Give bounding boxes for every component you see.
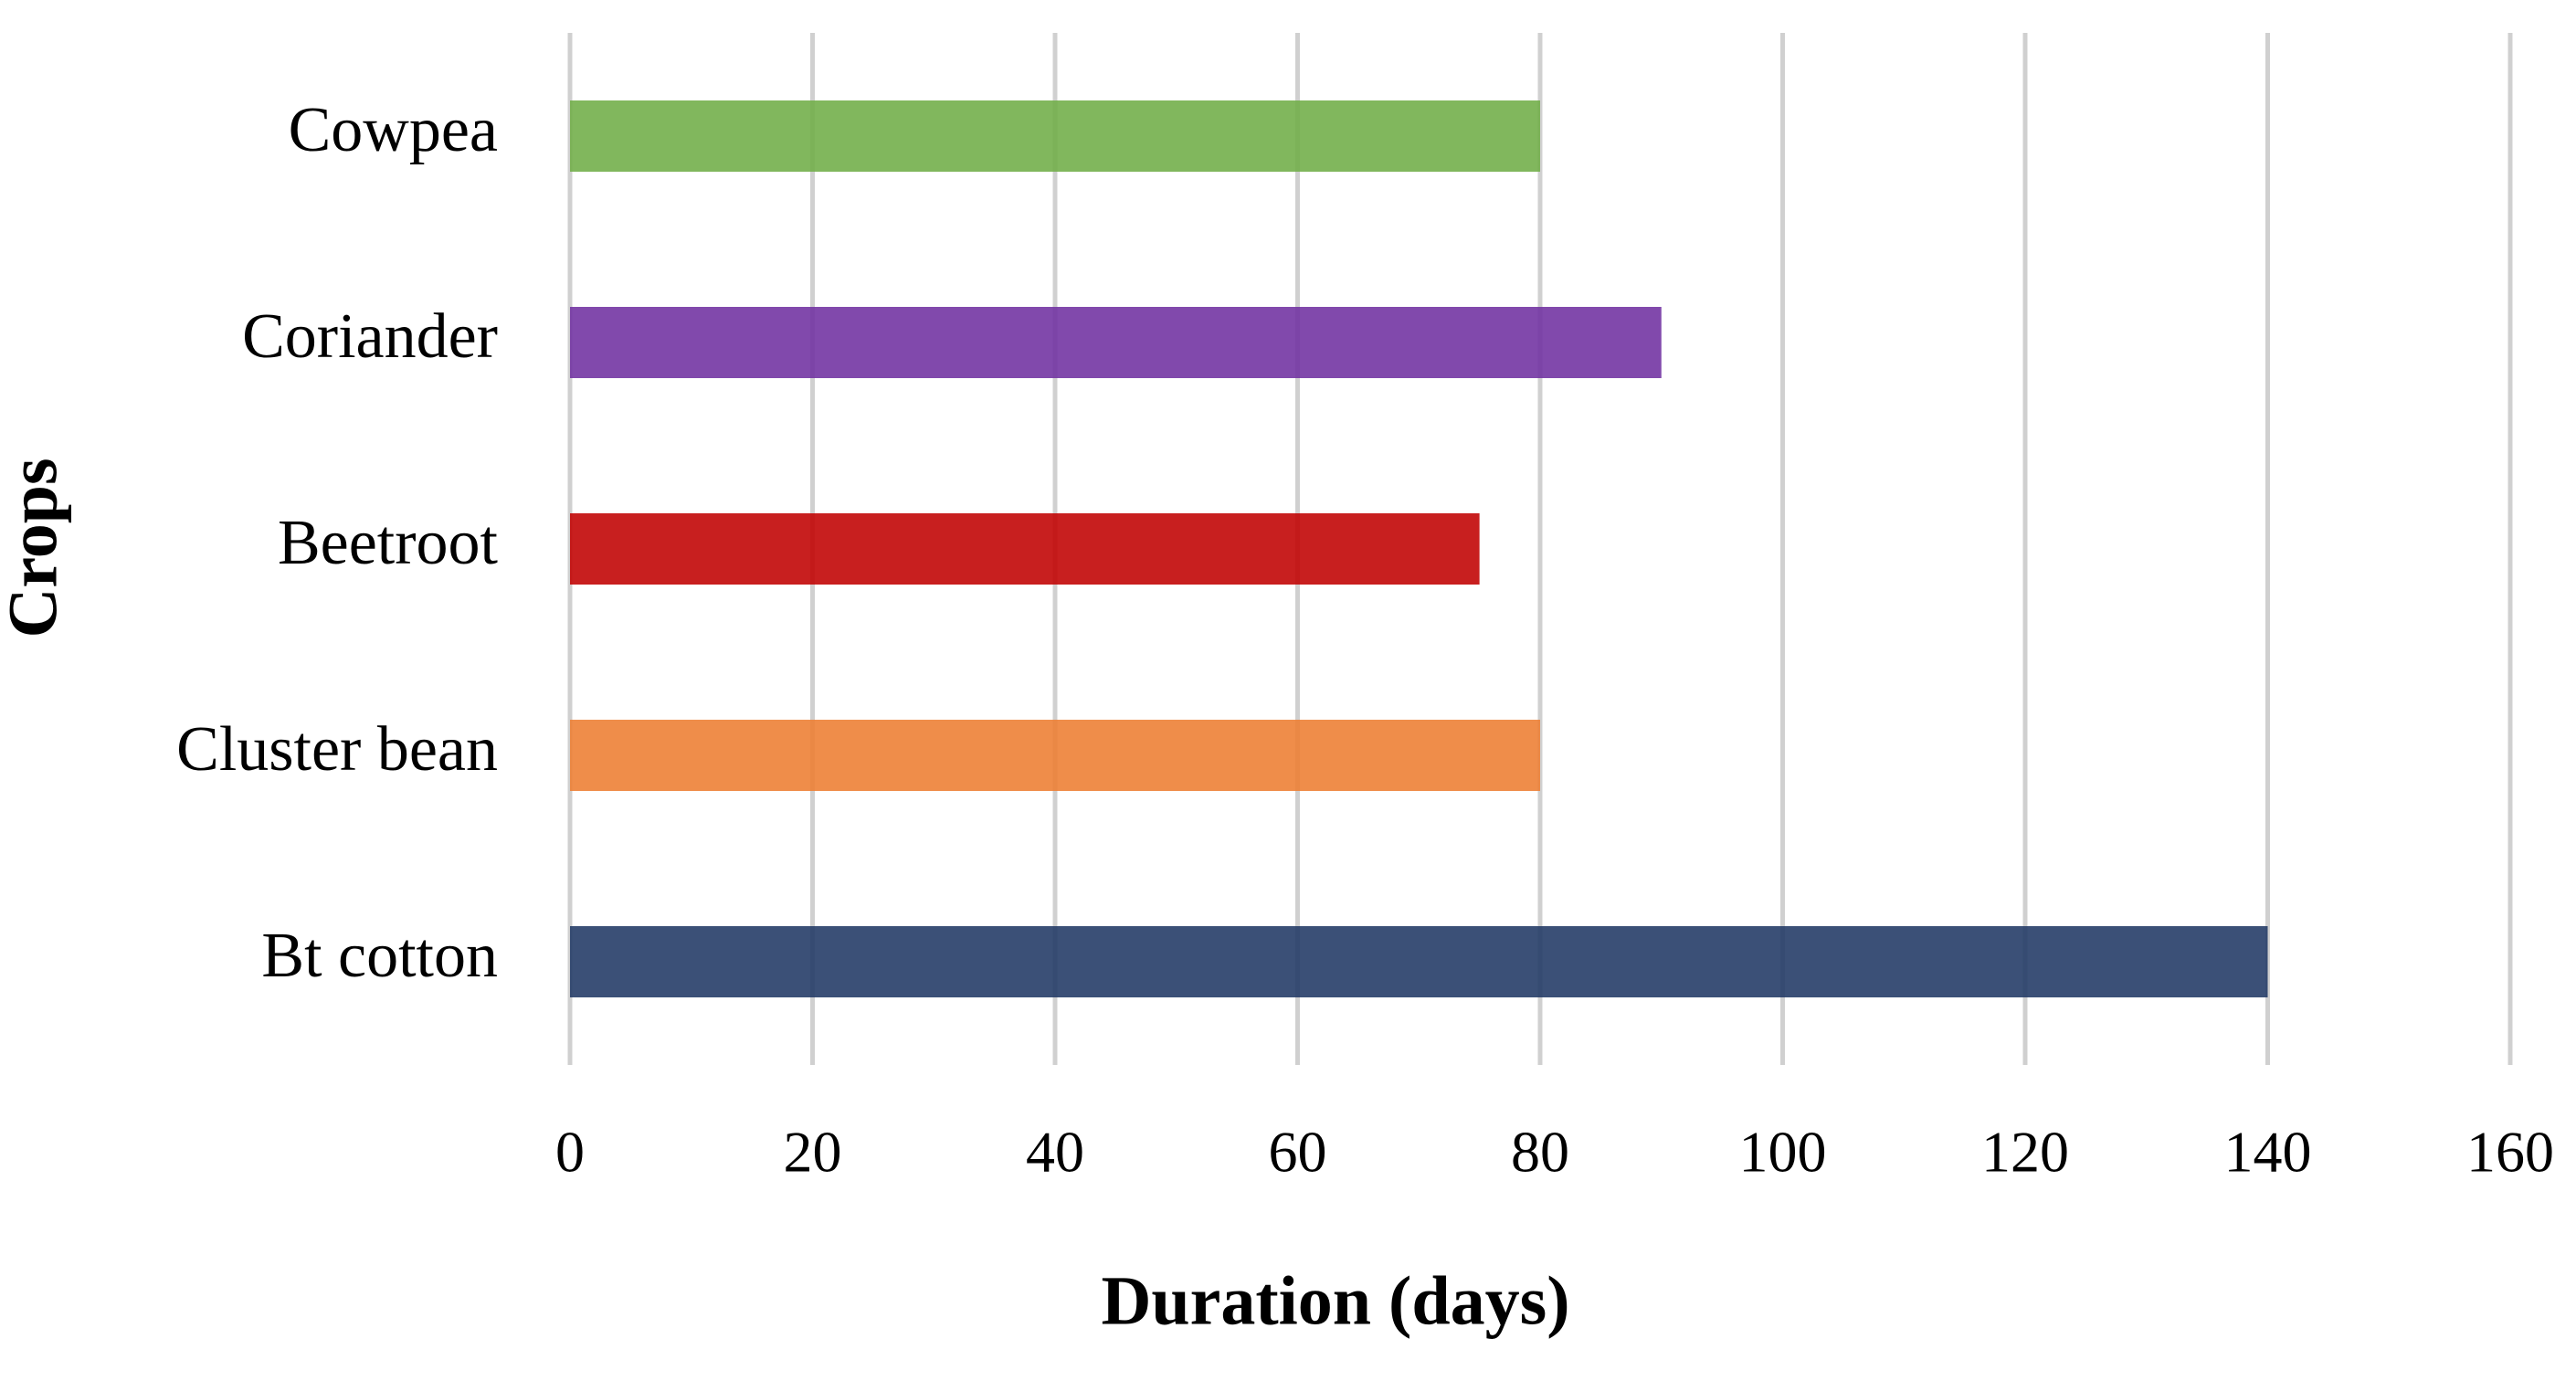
x-tick-label: 140 <box>2224 1120 2312 1185</box>
y-tick-label: Cowpea <box>289 95 498 165</box>
x-axis-title: Duration (days) <box>1101 1262 1569 1339</box>
x-tick-label: 160 <box>2466 1120 2554 1185</box>
bar <box>570 720 1540 791</box>
bar <box>570 100 1540 172</box>
x-tick-label: 80 <box>1511 1120 1569 1185</box>
bar <box>570 307 1662 378</box>
x-tick-label: 20 <box>784 1120 842 1185</box>
bar <box>570 926 2268 997</box>
y-tick-label: Coriander <box>242 301 498 372</box>
bar <box>570 513 1480 585</box>
y-tick-label: Cluster bean <box>176 714 498 785</box>
x-tick-label: 60 <box>1269 1120 1327 1185</box>
x-tick-label: 40 <box>1026 1120 1084 1185</box>
y-tick-label: Beetroot <box>278 508 499 578</box>
x-tick-label: 120 <box>1981 1120 2069 1185</box>
x-tick-label: 0 <box>555 1120 585 1185</box>
y-tick-label: Bt cotton <box>261 921 498 991</box>
y-axis-title: Crops <box>0 458 71 638</box>
x-tick-label: 100 <box>1739 1120 1827 1185</box>
